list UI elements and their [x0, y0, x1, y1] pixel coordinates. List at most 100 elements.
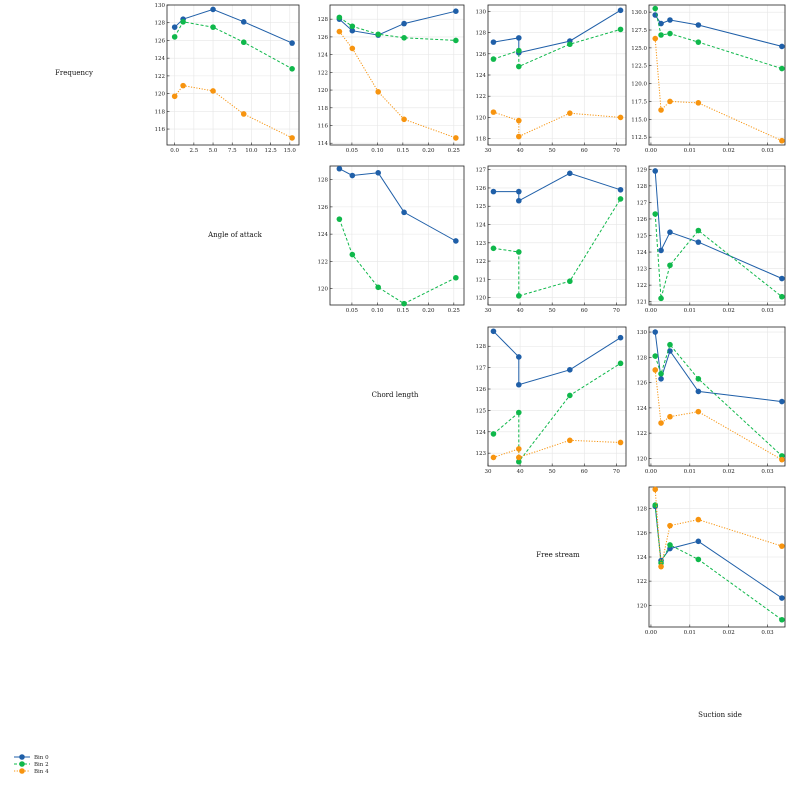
- data-point: [180, 82, 186, 89]
- y-tick-label: 126: [637, 381, 648, 387]
- series-line-bin-4: [654, 38, 783, 142]
- data-point: [401, 34, 407, 41]
- data-point: [617, 186, 624, 193]
- x-tick-label: 0.25: [448, 148, 461, 154]
- y-tick-label: 130: [637, 330, 648, 336]
- data-point: [490, 454, 497, 461]
- y-tick-label: 124: [476, 223, 487, 229]
- diagonal-label: Angle of attack: [207, 231, 263, 239]
- x-tick-label: 0.15: [397, 308, 410, 314]
- data-point: [490, 431, 497, 437]
- data-point: [336, 216, 343, 222]
- data-point: [490, 39, 497, 45]
- y-tick-label: 116: [155, 127, 166, 133]
- x-tick-label: 2.5: [189, 148, 198, 154]
- data-point: [401, 116, 407, 123]
- y-tick-label: 115.0: [631, 117, 647, 123]
- legend-label: Bin 4: [34, 769, 49, 775]
- data-point: [567, 392, 573, 399]
- x-tick-label: 60: [581, 308, 588, 314]
- data-point: [516, 454, 522, 461]
- data-point: [516, 354, 522, 360]
- data-point: [658, 107, 664, 113]
- y-tick-label: 112.5: [631, 135, 647, 141]
- data-point: [652, 211, 659, 217]
- x-tick-label: 0.03: [761, 308, 774, 314]
- data-point: [667, 229, 673, 235]
- data-point: [401, 209, 407, 216]
- x-tick-label: 0.10: [371, 148, 384, 154]
- data-point: [567, 366, 573, 373]
- legend-marker: [19, 768, 25, 774]
- y-tick-label: 128: [155, 21, 166, 27]
- data-point: [567, 170, 573, 177]
- x-tick-label: 0.03: [761, 469, 774, 475]
- x-tick-label: 30: [485, 469, 492, 475]
- x-tick-label: 7.5: [228, 148, 237, 154]
- y-tick-label: 121: [637, 300, 648, 306]
- data-point: [667, 262, 673, 269]
- y-tick-label: 121: [476, 277, 487, 283]
- data-point: [453, 274, 459, 281]
- data-point: [652, 329, 659, 335]
- data-point: [617, 439, 624, 446]
- series-line-bin-2: [654, 505, 783, 621]
- data-point: [567, 437, 573, 444]
- data-point: [567, 41, 573, 48]
- data-point: [667, 17, 673, 23]
- panel-frame: [648, 326, 786, 467]
- panel-frame: [487, 165, 627, 306]
- legend-label: Bin 0: [34, 755, 49, 761]
- y-tick-label: 120: [318, 88, 329, 94]
- x-tick-label: 0.01: [684, 630, 696, 636]
- y-tick-label: 120.0: [631, 82, 647, 88]
- x-tick-label: 0.0: [170, 148, 179, 154]
- x-tick-label: 60: [581, 469, 588, 475]
- x-tick-label: 0.25: [448, 308, 461, 314]
- x-tick-label: 0.20: [422, 148, 435, 154]
- x-tick-label: 50: [549, 469, 556, 475]
- data-point: [695, 239, 702, 245]
- data-point: [240, 39, 247, 46]
- data-point: [695, 388, 702, 395]
- series-line-bin-0: [654, 332, 782, 403]
- y-tick-label: 120: [318, 287, 329, 293]
- data-point: [516, 446, 522, 452]
- data-point: [652, 168, 659, 174]
- y-tick-label: 129: [637, 167, 648, 173]
- series-line-bin-4: [654, 369, 783, 461]
- diagonal-label: Free stream: [536, 551, 580, 559]
- y-tick-label: 118: [155, 109, 166, 115]
- panel-r0-c1: 0.0 2.5 5.0 7.5 10.0 12.5 15.0 116 118 120 122 124 1…: [155, 3, 300, 154]
- data-point: [652, 12, 659, 18]
- y-tick-label: 123: [476, 451, 487, 457]
- data-point: [658, 247, 664, 254]
- y-tick-label: 126: [637, 217, 648, 223]
- data-point: [375, 284, 381, 291]
- data-point: [617, 334, 624, 341]
- x-tick-label: 0.02: [723, 148, 735, 154]
- series-line-bin-2: [654, 343, 783, 457]
- data-point: [490, 245, 497, 252]
- x-tick-label: 0.05: [346, 148, 359, 154]
- data-point: [667, 542, 673, 548]
- x-tick-label: 0.15: [397, 148, 410, 154]
- x-tick-label: 0.10: [371, 308, 384, 314]
- data-point: [171, 24, 178, 30]
- series-line-bin-4: [493, 439, 621, 459]
- data-point: [617, 360, 624, 367]
- y-tick-label: 125.0: [631, 46, 647, 52]
- x-tick-label: 40: [517, 308, 524, 314]
- series-line-bin-2: [493, 198, 621, 297]
- data-point: [779, 616, 785, 623]
- x-tick-label: 30: [485, 308, 492, 314]
- x-tick-label: 50: [549, 308, 556, 314]
- y-tick-label: 127: [476, 366, 487, 372]
- data-point: [240, 19, 247, 25]
- panel-r0-c4: 0.00 0.01 0.02 0.03 112.5 115.0 117.5 120.0 122.…: [631, 4, 786, 154]
- data-point: [617, 114, 624, 121]
- data-point: [667, 413, 673, 420]
- data-point: [667, 30, 673, 37]
- y-tick-label: 127: [476, 168, 487, 174]
- data-point: [658, 32, 664, 38]
